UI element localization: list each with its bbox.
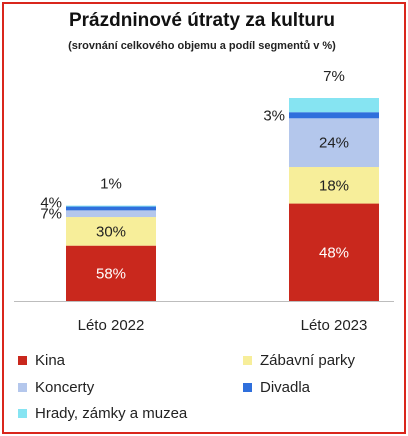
chart-title: Prázdninové útraty za kulturu: [68, 10, 336, 31]
chart-subtitle: (srovnání celkového objemu a podíl segme…: [68, 40, 336, 52]
bar-segment-1-1: [66, 245, 156, 301]
category-label-2: Léto 2023: [301, 317, 368, 334]
bar-segment-2-4: [289, 112, 379, 119]
data-label-2-2: 18%: [319, 177, 349, 194]
bar-segment-1-2: [66, 217, 156, 246]
bar-segment-1-5: [66, 205, 156, 207]
bar-segment-1-3: [66, 210, 156, 218]
bar-segment-2-2: [289, 167, 379, 204]
bar-segment-2-5: [289, 98, 379, 113]
bar-segment-2-1: [289, 203, 379, 301]
data-label-1-2: 30%: [96, 223, 126, 240]
data-label-1-4: 4%: [40, 194, 62, 211]
category-label-1: Léto 2022: [78, 317, 145, 334]
data-label-1-5: 1%: [100, 176, 122, 193]
data-label-2-5: 7%: [323, 68, 345, 85]
data-label-1-1: 58%: [96, 265, 126, 282]
bar-segment-1-4: [66, 206, 156, 211]
data-label-2-1: 48%: [319, 244, 349, 261]
data-label-2-4: 3%: [263, 107, 285, 124]
data-label-1-3: 7%: [40, 206, 62, 223]
data-label-2-3: 24%: [319, 135, 349, 152]
bar-segment-2-3: [289, 118, 379, 168]
